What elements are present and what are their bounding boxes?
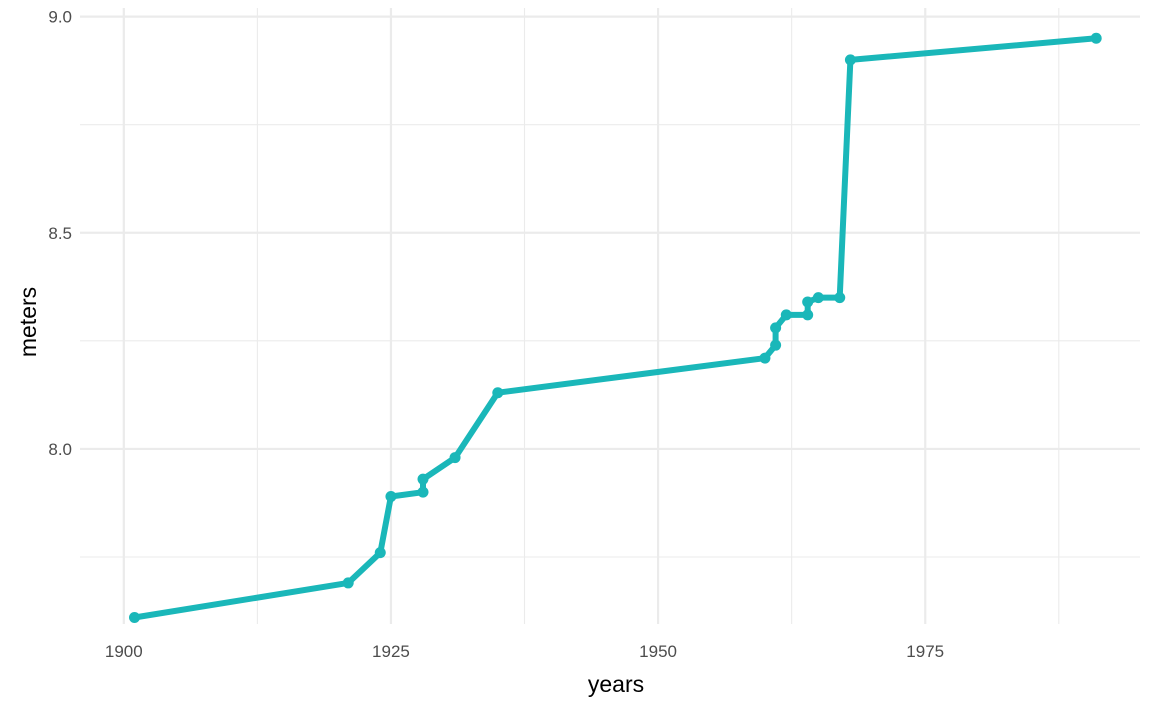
data-point (770, 339, 782, 351)
x-tick-label: 1900 (105, 642, 143, 661)
data-point (834, 292, 846, 304)
data-point (492, 387, 504, 399)
data-point (802, 296, 814, 308)
data-point (812, 292, 824, 304)
data-point (128, 612, 140, 624)
data-point (770, 322, 782, 334)
x-tick-label: 1950 (639, 642, 677, 661)
data-point (374, 547, 386, 559)
minor-gridlines (80, 8, 1140, 624)
series-points (128, 32, 1102, 624)
y-tick-label: 9.0 (48, 8, 72, 27)
y-tick-label: 8.0 (48, 440, 72, 459)
x-axis-title: years (588, 671, 644, 697)
major-gridlines (80, 8, 1140, 624)
data-point (780, 309, 792, 321)
data-point (385, 490, 397, 502)
y-axis-title: meters (15, 287, 41, 357)
data-point (1090, 32, 1102, 44)
y-axis-tick-labels: 8.0 8.5 9.0 (48, 8, 72, 459)
data-point (417, 486, 429, 498)
x-axis-tick-labels: 1900 1925 1950 1975 (105, 642, 944, 661)
y-tick-label: 8.5 (48, 224, 72, 243)
x-tick-label: 1975 (906, 642, 944, 661)
data-point (342, 577, 354, 589)
data-point (449, 452, 461, 464)
data-point (759, 352, 771, 364)
x-tick-label: 1925 (372, 642, 410, 661)
data-point (417, 473, 429, 485)
data-point (844, 54, 856, 66)
data-point (802, 309, 814, 321)
